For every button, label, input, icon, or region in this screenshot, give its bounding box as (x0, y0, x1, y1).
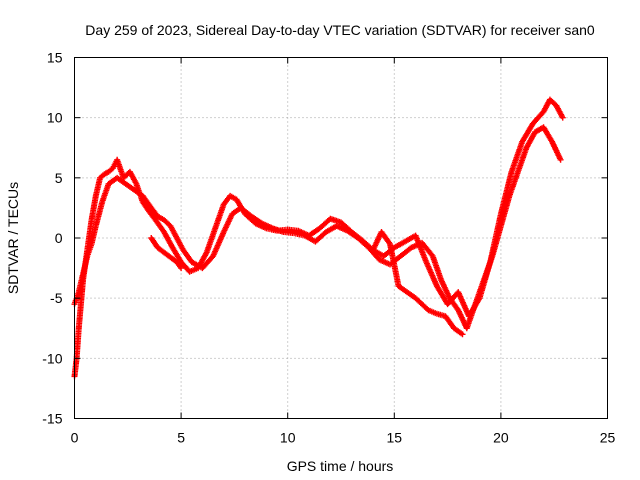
x-tick-label: 15 (387, 430, 403, 446)
data-points-layer (71, 96, 566, 380)
grid-layer (74, 57, 608, 419)
y-tick-label: -15 (42, 411, 62, 427)
chart-title: Day 259 of 2023, Sidereal Day-to-day VTE… (85, 22, 595, 38)
trace-c-point (178, 265, 185, 272)
y-tick-label: 15 (47, 50, 63, 66)
x-tick-label: 25 (600, 430, 616, 446)
x-tick-label: 0 (71, 430, 79, 446)
y-axis-label: SDTVAR / TECUs (5, 182, 21, 294)
y-tick-label: -10 (42, 350, 62, 366)
y-tick-label: 5 (55, 170, 63, 186)
x-axis-label: GPS time / hours (287, 458, 394, 474)
x-tick-label: 20 (493, 430, 509, 446)
trace-b-point (557, 156, 564, 163)
x-tick-label: 5 (177, 430, 185, 446)
tick-labels-layer: 0 5 10 15 20 25 -15 -10 -5 0 5 10 15 (42, 50, 615, 446)
trace-d-point (459, 331, 466, 338)
plot-frame (74, 57, 608, 419)
ticks-layer (74, 57, 608, 419)
y-tick-label: -5 (50, 290, 63, 306)
trace-a-point (559, 114, 566, 121)
y-tick-label: 10 (47, 110, 63, 126)
y-tick-label: 0 (55, 230, 63, 246)
x-tick-label: 10 (280, 430, 296, 446)
